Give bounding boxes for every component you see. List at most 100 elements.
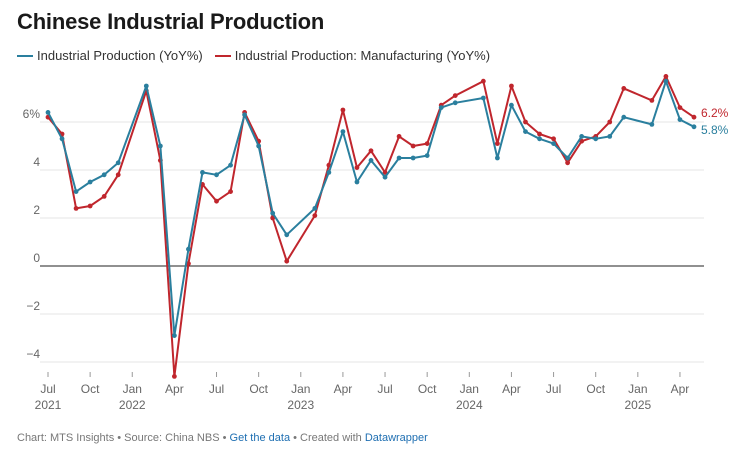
data-point-1: [537, 131, 542, 137]
data-point-1: [354, 165, 360, 171]
y-tick-label: 2: [33, 203, 40, 217]
x-tick-label: Apr: [334, 382, 353, 396]
data-point-1: [452, 93, 458, 98]
x-tick-label: Jan: [460, 382, 479, 396]
x-tick-label: Jul: [209, 382, 224, 396]
data-point-0: [621, 114, 627, 120]
data-point-0: [691, 124, 697, 130]
footer-created-with: • Created with: [290, 432, 365, 444]
data-point-0: [438, 105, 444, 110]
data-point-0: [340, 129, 346, 135]
data-point-0: [368, 158, 374, 163]
data-point-0: [551, 141, 556, 147]
x-tick-label: Oct: [81, 382, 100, 396]
x-tick-label: Jan: [628, 382, 647, 396]
footer-source: Chart: MTS Insights • Source: China NBS …: [17, 432, 230, 444]
data-point-1: [101, 194, 107, 199]
data-point-0: [523, 129, 528, 135]
x-tick-year: 2021: [35, 398, 62, 412]
data-point-1: [115, 172, 121, 178]
data-point-1: [523, 119, 528, 125]
data-point-0: [326, 170, 332, 175]
data-point-1: [621, 86, 627, 91]
data-point-0: [494, 155, 500, 161]
y-tick-label: −4: [26, 347, 40, 361]
data-point-0: [143, 83, 149, 89]
data-point-1: [396, 134, 402, 139]
data-point-1: [214, 198, 219, 204]
x-tick-label: Jan: [123, 382, 142, 396]
data-point-0: [115, 160, 121, 166]
x-tick-year: 2023: [287, 398, 314, 412]
x-tick-label: Oct: [586, 382, 605, 396]
x-tick-label: Jan: [291, 382, 310, 396]
legend-label-mfg: Industrial Production: Manufacturing (Yo…: [234, 48, 491, 63]
data-point-1: [340, 107, 346, 113]
data-point-0: [579, 134, 585, 139]
data-point-0: [284, 232, 290, 238]
data-point-1: [663, 74, 669, 79]
end-label-0: 5.8%: [701, 123, 729, 137]
data-point-1: [677, 105, 683, 110]
x-tick-label: Oct: [249, 382, 268, 396]
data-point-0: [607, 134, 613, 139]
legend-swatch-ip: [17, 54, 33, 57]
data-point-0: [59, 136, 65, 142]
get-data-link[interactable]: Get the data: [229, 432, 291, 444]
data-point-1: [607, 119, 613, 125]
data-point-0: [382, 174, 388, 180]
data-point-0: [677, 117, 683, 122]
series-line-0: [47, 80, 695, 337]
page-title: Chinese Industrial Production: [17, 9, 325, 34]
x-tick-label: Jul: [40, 382, 55, 396]
data-point-1: [509, 83, 514, 89]
data-point-0: [509, 102, 514, 108]
data-point-1: [424, 141, 430, 147]
legend-label-ip: Industrial Production (YoY%): [37, 48, 203, 63]
data-point-1: [312, 213, 318, 219]
data-point-0: [410, 155, 416, 161]
data-point-1: [73, 206, 79, 211]
x-tick-year: 2024: [456, 398, 483, 412]
data-point-1: [284, 258, 290, 264]
y-tick-label: 0: [33, 251, 40, 265]
x-tick-year: 2025: [624, 398, 651, 412]
data-point-0: [101, 172, 107, 178]
data-point-1: [691, 114, 697, 120]
y-tick-label: 4: [33, 155, 40, 169]
legend-item-mfg: Industrial Production: Manufacturing (Yo…: [214, 48, 491, 63]
data-point-0: [424, 153, 430, 159]
data-point-0: [452, 100, 458, 106]
datawrapper-link[interactable]: Datawrapper: [364, 432, 428, 444]
data-point-0: [228, 162, 233, 168]
data-point-0: [214, 172, 219, 178]
data-point-0: [256, 143, 262, 149]
data-point-1: [410, 143, 416, 149]
data-point-0: [312, 206, 318, 211]
x-tick-label: Oct: [418, 382, 437, 396]
data-point-1: [382, 170, 388, 175]
data-point-0: [396, 155, 402, 161]
y-tick-label: −2: [26, 299, 40, 313]
x-tick-label: Jul: [546, 382, 561, 396]
data-point-1: [551, 136, 556, 142]
x-tick-year: 2022: [119, 398, 146, 412]
x-tick-label: Apr: [502, 382, 521, 396]
data-point-0: [242, 112, 248, 118]
legend-swatch-mfg: [214, 54, 231, 57]
data-point-1: [368, 148, 374, 154]
data-point-1: [565, 160, 571, 166]
data-point-0: [186, 246, 191, 252]
data-point-0: [593, 136, 599, 142]
y-tick-label: 6%: [23, 107, 41, 121]
data-point-0: [663, 78, 669, 84]
data-point-0: [87, 179, 93, 185]
data-point-0: [480, 95, 486, 101]
x-tick-label: Apr: [165, 382, 184, 396]
legend: Industrial Production (YoY%) Industrial …: [17, 48, 502, 63]
data-point-0: [73, 189, 79, 195]
data-point-0: [200, 170, 205, 175]
data-point-0: [171, 333, 177, 338]
x-tick-label: Apr: [671, 382, 690, 396]
